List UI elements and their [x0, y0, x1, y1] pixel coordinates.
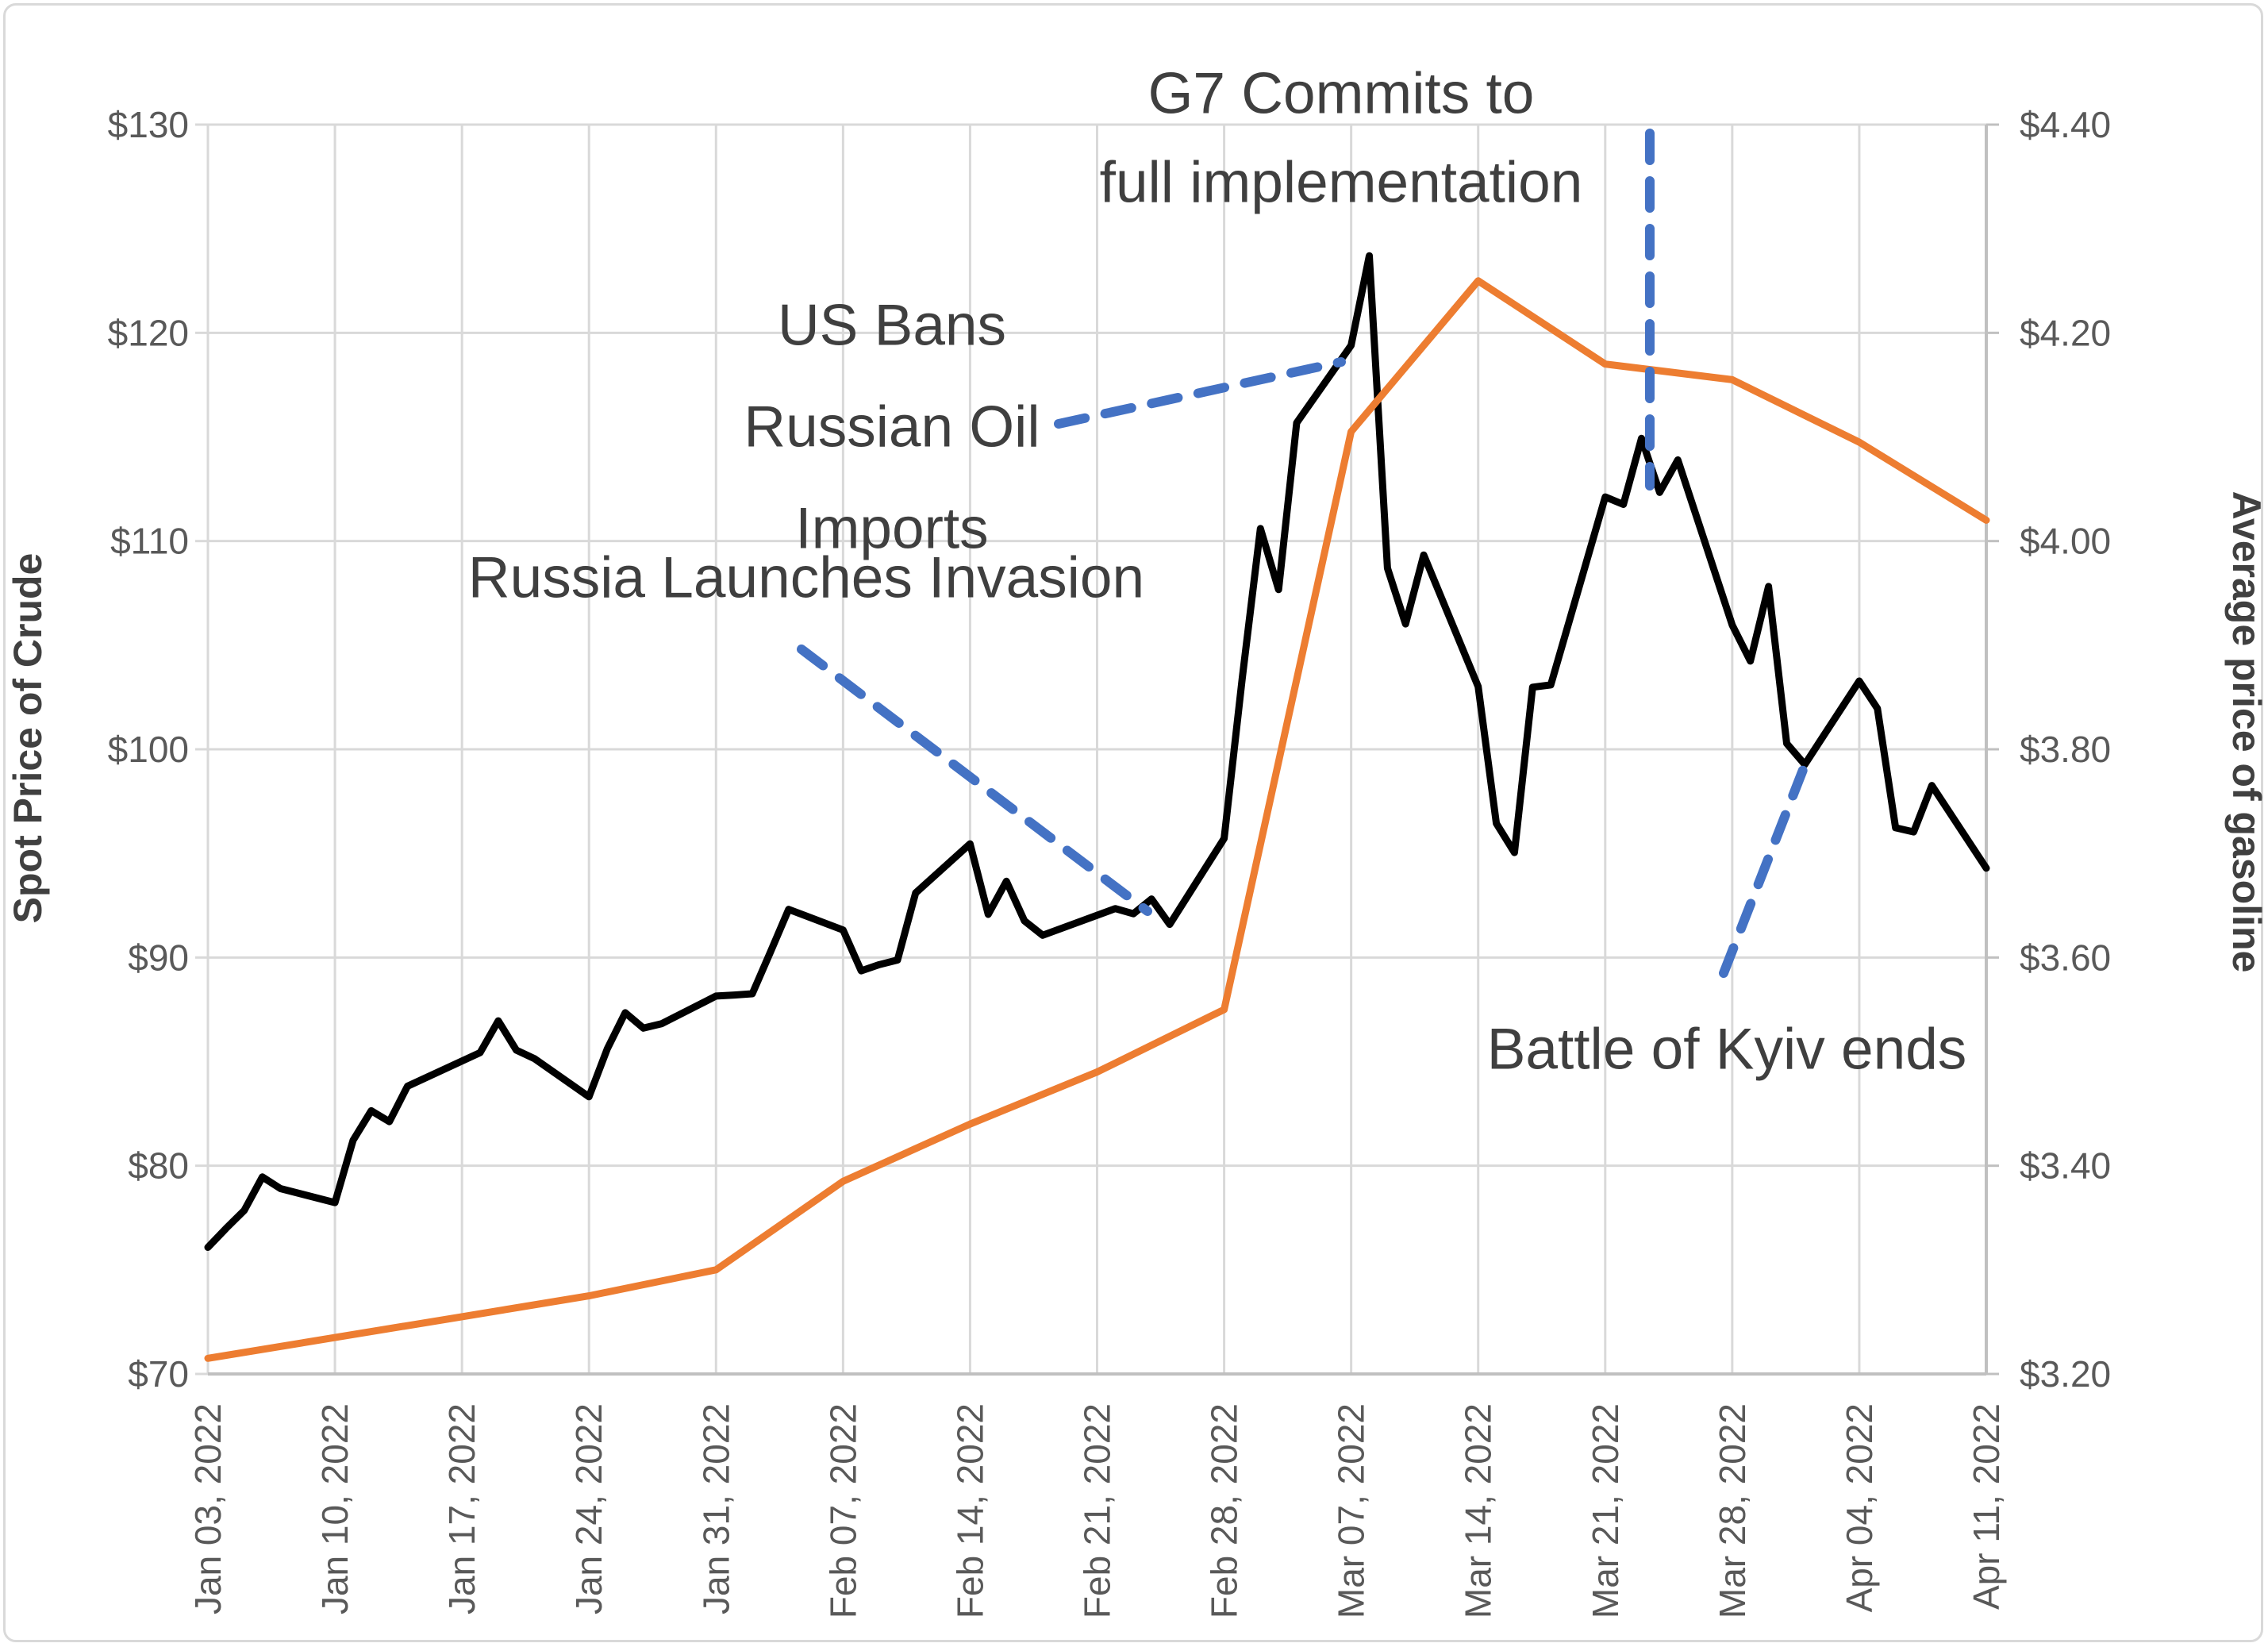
axis-labels: $130 $120 $110 $100 $90 $80 $70 $4.40 $4.20 $4.00…	[108, 104, 2111, 1618]
right-axis-tick-label: $3.40	[2020, 1145, 2111, 1187]
right-axis-title: Average price of gasoline	[2224, 491, 2268, 973]
annotations: Russia Launches Invasion US Bans Russian O…	[468, 62, 1966, 1082]
x-axis-tick-label: Jan 03, 2022	[187, 1403, 229, 1614]
left-axis-tick-label: $110	[110, 521, 189, 562]
x-axis-tick-label: Feb 28, 2022	[1204, 1403, 1245, 1618]
x-axis-tick-label: Feb 07, 2022	[822, 1403, 863, 1618]
annotation-label: full implementation	[1100, 151, 1583, 215]
chart-outer-border	[3, 3, 2263, 1642]
left-axis-tick-label: $80	[128, 1145, 189, 1187]
left-axis-tick-label: $100	[108, 729, 189, 770]
x-axis-tick-label: Jan 10, 2022	[314, 1403, 356, 1614]
annotation-kyiv: Battle of Kyiv ends	[1487, 751, 1967, 1082]
annotation-leader-dash	[797, 645, 1152, 916]
gridlines	[208, 123, 1986, 1374]
right-axis-tick-label: $4.40	[2020, 104, 2111, 145]
x-axis-tick-label: Mar 28, 2022	[1712, 1403, 1753, 1618]
right-axis-tick-label: $4.20	[2020, 312, 2111, 353]
annotation-leader-dash	[1719, 751, 1813, 978]
annotation-label: Russian Oil	[744, 395, 1040, 460]
left-axis-tick-label: $70	[128, 1353, 189, 1395]
x-axis-tick-label: Mar 07, 2022	[1331, 1403, 1372, 1618]
left-axis-tick-label: $130	[108, 104, 189, 145]
annotation-label: Battle of Kyiv ends	[1487, 1018, 1967, 1082]
annotation-label: US Bans	[778, 294, 1006, 358]
annotation-invasion: Russia Launches Invasion	[468, 546, 1152, 916]
annotation-leader-dash	[1054, 357, 1346, 429]
crude-price-line	[204, 252, 1990, 1251]
annotation-g7: G7 Commits to full implementation	[1100, 62, 1655, 491]
x-axis-tick-label: Mar 14, 2022	[1458, 1403, 1499, 1618]
x-axis-tick-label: Jan 17, 2022	[441, 1403, 482, 1614]
right-axis-tick-label: $3.60	[2020, 937, 2111, 978]
x-axis-tick-label: Apr 11, 2022	[1966, 1403, 2007, 1610]
x-axis-tick-label: Feb 14, 2022	[949, 1403, 990, 1618]
annotation-label: Russia Launches Invasion	[468, 546, 1144, 610]
left-axis-tick-label: $120	[108, 312, 189, 353]
x-axis-tick-label: Mar 21, 2022	[1585, 1403, 1626, 1618]
gasoline-price-line	[204, 277, 1990, 1362]
left-axis-tick-label: $90	[128, 937, 189, 978]
annotation-us-ban: US Bans Russian Oil Imports	[744, 294, 1346, 561]
annotation-label: G7 Commits to	[1148, 62, 1535, 126]
right-axis-tick-label: $4.00	[2020, 521, 2111, 562]
left-axis-title: Spot Price of Crude	[6, 553, 50, 924]
x-axis-tick-label: Apr 04, 2022	[1839, 1403, 1880, 1612]
axes	[195, 123, 1999, 1376]
x-axis-tick-label: Jan 31, 2022	[695, 1403, 736, 1614]
right-axis-tick-label: $3.80	[2020, 729, 2111, 770]
data-series	[204, 252, 1990, 1362]
x-axis-tick-label: Jan 24, 2022	[568, 1403, 609, 1614]
x-axis-tick-label: Feb 21, 2022	[1077, 1403, 1118, 1618]
annotation-label: Imports	[795, 497, 988, 561]
right-axis-tick-label: $3.20	[2020, 1353, 2111, 1395]
